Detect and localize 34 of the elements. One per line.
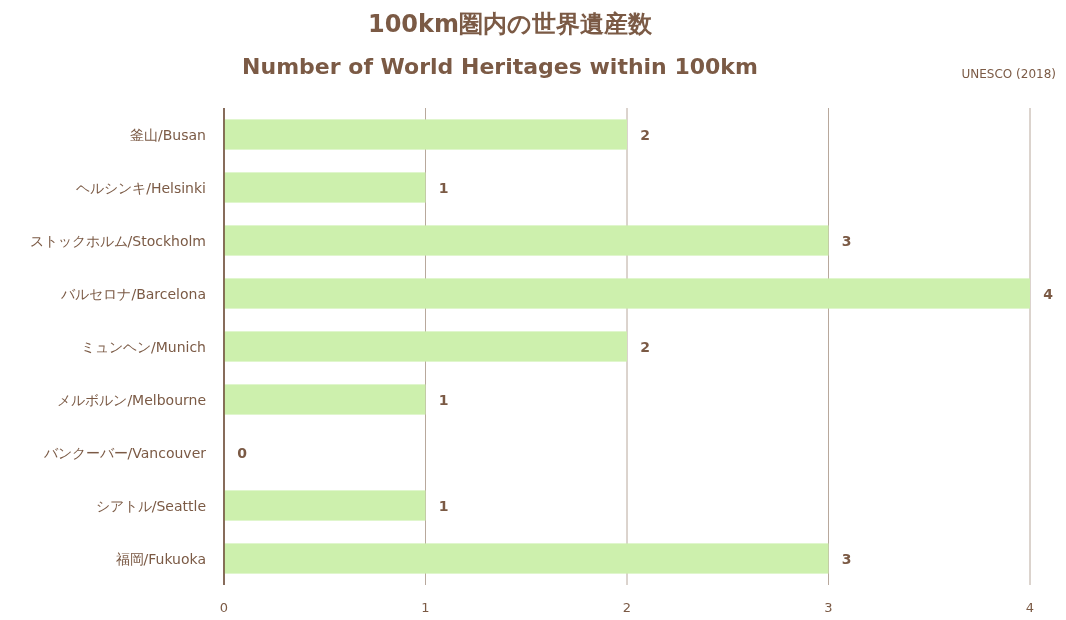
x-tick-label: 2 [622, 600, 632, 615]
x-tick-label: 4 [1025, 600, 1035, 615]
y-tick-label: ミュンヘン/Munich [80, 338, 206, 355]
bar [224, 225, 829, 256]
bar [224, 331, 627, 362]
data-label: 2 [640, 126, 650, 143]
y-tick-label: 釜山/Busan [130, 126, 206, 143]
bar [224, 172, 426, 203]
y-tick-label: メルボルン/Melbourne [57, 391, 206, 408]
bar [224, 384, 426, 415]
text: UNESCO (2018) [961, 67, 1056, 81]
y-tick-label: バンクーバー/Vancouver [42, 444, 207, 461]
y-tick-label: シアトル/Seattle [95, 497, 206, 514]
x-tick-label: 0 [219, 600, 229, 615]
data-label: 4 [1043, 285, 1054, 302]
y-tick-label: バルセロナ/Barcelona [60, 285, 206, 302]
bar [224, 490, 426, 521]
bar [224, 543, 829, 574]
y-tick-label: ヘルシンキ/Helsinki [76, 179, 206, 196]
chart-title: 100km圏内の世界遺産数 [367, 10, 654, 38]
data-label: 1 [438, 497, 449, 514]
data-label: 2 [640, 338, 650, 355]
bar [224, 278, 1030, 309]
y-tick-label: ストックホルム/Stockholm [29, 232, 206, 249]
data-label: 3 [841, 232, 852, 249]
x-tick-label: 3 [824, 600, 833, 615]
y-tick-label: 福岡/Fukuoka [115, 550, 206, 567]
data-label: 1 [438, 179, 449, 196]
data-label: 3 [841, 550, 852, 567]
data-label: 1 [438, 391, 449, 408]
x-tick-label: 1 [421, 600, 430, 615]
bar [224, 119, 627, 150]
data-label: 0 [237, 444, 248, 461]
chart-subtitle: Number of World Heritages within 100km [242, 54, 758, 79]
